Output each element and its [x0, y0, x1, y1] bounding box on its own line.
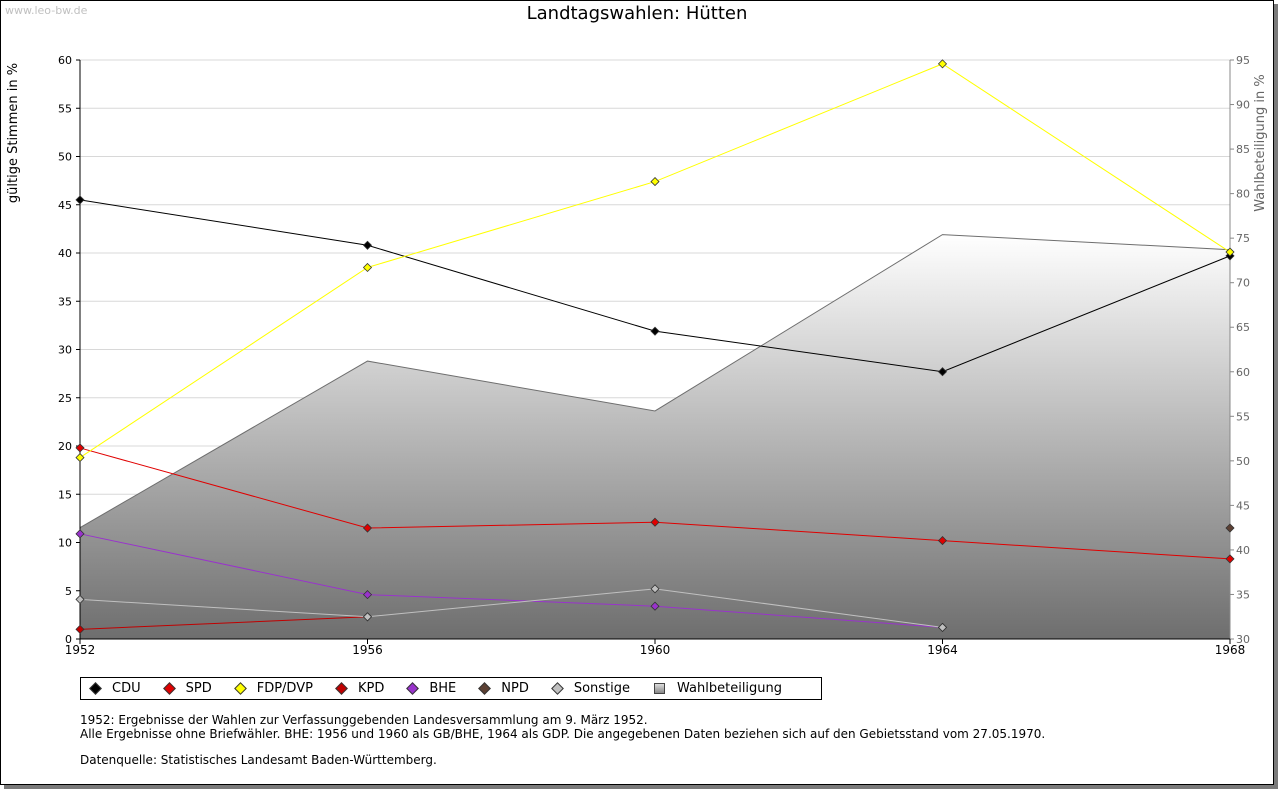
x-tick-label: 1968 — [1215, 643, 1246, 657]
x-tick-label: 1960 — [640, 643, 671, 657]
y2-tick-label: 90 — [1236, 99, 1250, 112]
legend-item: NPD — [478, 681, 529, 696]
legend-swatch — [406, 682, 420, 695]
data-point — [362, 590, 373, 600]
legend-label: Sonstige — [573, 681, 631, 696]
y2-tick-label: 45 — [1236, 499, 1250, 512]
data-point — [1225, 554, 1235, 564]
y2-tick-label: 40 — [1236, 544, 1250, 557]
y-tick-label: 25 — [58, 392, 72, 405]
y-tick-label: 30 — [58, 344, 72, 357]
data-point — [75, 529, 85, 539]
data-point — [1225, 247, 1235, 257]
y2-tick-label: 55 — [1236, 410, 1250, 423]
watermark: www.leo-bw.de — [5, 4, 88, 17]
legend-swatch — [162, 682, 176, 695]
note-line-2: Alle Ergebnisse ohne Briefwähler. BHE: 1… — [80, 727, 1046, 741]
y2-tick-label: 35 — [1236, 588, 1250, 601]
y2-tick-label: 30 — [1236, 633, 1250, 646]
data-point — [75, 594, 85, 605]
notes: 1952: Ergebnisse der Wahlen zur Verfassu… — [80, 713, 1045, 767]
legend-label: KPD — [357, 681, 385, 696]
y2-tick-label: 60 — [1236, 366, 1250, 379]
data-point — [75, 453, 85, 463]
legend-label: CDU — [112, 681, 141, 696]
series-line-sonstige — [79, 588, 943, 628]
y-tick-label: 20 — [58, 440, 72, 453]
legend: CDU SPD FDP/DVP KPD BHE NPD Sonstige Wahlbeteil… — [80, 677, 822, 700]
y2-tick-label: 70 — [1236, 277, 1250, 290]
legend-label: Wahlbeteiligung — [677, 681, 783, 696]
x-tick-label: 1964 — [927, 643, 958, 657]
series-layer — [75, 59, 1235, 634]
y-tick-label: 40 — [58, 247, 72, 260]
legend-label: SPD — [185, 681, 212, 696]
y2-tick-label: 85 — [1236, 143, 1250, 156]
note-line-1: 1952: Ergebnisse der Wahlen zur Verfassu… — [80, 713, 648, 727]
data-point — [650, 326, 660, 336]
axes: 0 5 10 15 20 25 30 35 40 45 50 55 60 30 35 40 45 50 55 60 65… — [58, 54, 1250, 657]
data-point — [1225, 523, 1235, 533]
data-point — [650, 177, 660, 187]
y-tick-label: 50 — [58, 151, 72, 164]
legend-label: NPD — [501, 681, 529, 696]
chart-title: Landtagswahlen: Hütten — [526, 3, 748, 24]
legend-item: Sonstige — [550, 681, 631, 696]
turnout-area — [79, 234, 1231, 640]
legend-item: CDU — [89, 681, 141, 696]
data-point — [650, 517, 660, 527]
legend-item: KPD — [335, 681, 385, 696]
y-tick-label: 0 — [65, 633, 72, 646]
legend-item: Wahlbeteiligung — [654, 681, 782, 696]
data-point — [937, 59, 948, 69]
legend-swatch — [654, 683, 666, 694]
y-tick-label: 45 — [58, 199, 72, 212]
legend-label: BHE — [429, 681, 457, 696]
data-point — [650, 584, 660, 594]
y-tick-label: 60 — [58, 54, 72, 67]
y2-tick-label: 75 — [1236, 232, 1250, 245]
legend-swatch — [550, 682, 564, 695]
legend-label: FDP/DVP — [256, 681, 313, 696]
data-point — [937, 536, 948, 546]
data-point — [362, 523, 373, 533]
y-tick-label: 5 — [65, 585, 72, 598]
data-point — [937, 367, 948, 377]
data-point — [362, 240, 373, 250]
series-line-bhe — [79, 533, 943, 628]
data-source: Datenquelle: Statistisches Landesamt Bad… — [80, 753, 437, 767]
legend-swatch — [335, 682, 348, 695]
y-tick-label: 15 — [58, 488, 72, 501]
y2-tick-label: 95 — [1236, 54, 1250, 67]
y-tick-label: 10 — [58, 537, 72, 550]
legend-item: SPD — [162, 681, 212, 696]
data-point — [937, 622, 948, 632]
legend-swatch — [89, 682, 102, 695]
y2-tick-label: 65 — [1236, 321, 1250, 334]
data-point — [362, 262, 373, 273]
y-tick-label: 35 — [58, 295, 72, 308]
x-tick-label: 1956 — [352, 643, 383, 657]
data-point — [75, 195, 85, 205]
legend-swatch — [478, 682, 492, 695]
legend-item: BHE — [406, 681, 457, 696]
legend-swatch — [233, 682, 247, 695]
y2-tick-label: 80 — [1236, 188, 1250, 201]
data-point — [75, 624, 85, 634]
y2-tick-label: 50 — [1236, 455, 1250, 468]
series-line-kpd — [79, 616, 368, 630]
y2-axis-label: Wahlbeteiligung in % — [1253, 74, 1268, 211]
y-axis-label: gültige Stimmen in % — [6, 63, 21, 203]
data-point — [75, 443, 85, 453]
data-point — [650, 601, 660, 611]
x-tick-label: 1952 — [65, 643, 96, 657]
data-point — [362, 612, 373, 622]
legend-item: FDP/DVP — [233, 681, 313, 696]
y-tick-label: 55 — [58, 102, 72, 115]
